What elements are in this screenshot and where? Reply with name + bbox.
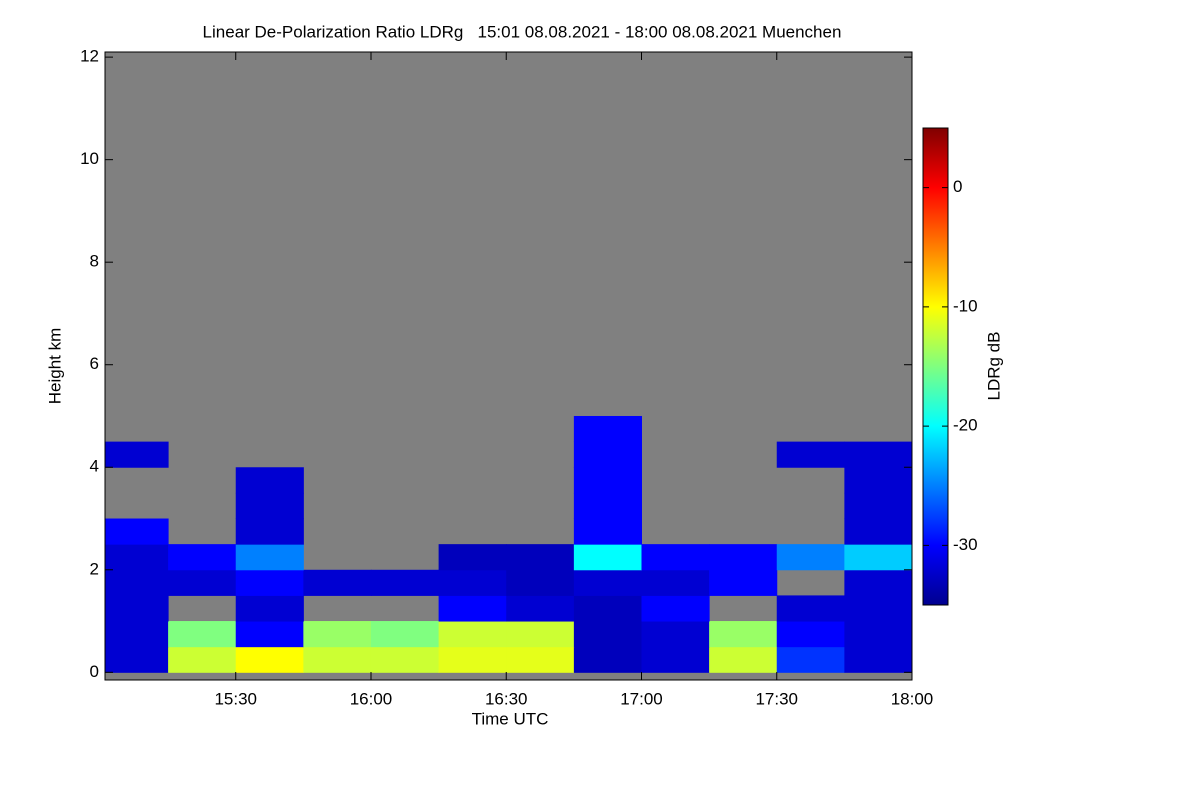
heatmap-cell: [303, 621, 372, 648]
heatmap-cell: [844, 518, 912, 545]
heatmap-cell: [776, 595, 845, 622]
heatmap-cell: [844, 544, 912, 571]
y-tick-label: 6: [90, 354, 99, 373]
heatmap-cell: [235, 646, 304, 673]
heatmap-cell: [573, 467, 642, 494]
heatmap-cell: [641, 646, 710, 673]
heatmap-cell: [573, 415, 642, 443]
chart-title: Linear De-Polarization Ratio LDRg 15:01 …: [203, 22, 842, 41]
heatmap-cell: [105, 595, 169, 622]
heatmap-cell: [844, 569, 912, 596]
heatmap-cell: [235, 492, 304, 520]
axes: 15:30 16:00 16:30 17:00 17:30 18:00 0 2 4 6 8 10 12 0…: [80, 47, 978, 709]
heatmap-cell: [168, 544, 237, 571]
heatmap-cell: [105, 518, 169, 545]
heatmap-cell: [709, 569, 778, 596]
heatmap-cell: [506, 569, 575, 596]
x-axis-label: Time UTC: [472, 709, 549, 728]
heatmap-cell: [506, 646, 575, 673]
heatmap-cell: [105, 441, 169, 468]
heatmap-cell: [573, 621, 642, 648]
heatmap-cell: [168, 621, 237, 648]
heatmap-cell: [776, 441, 845, 468]
heatmap-cell: [844, 441, 912, 468]
heatmap-cell: [844, 646, 912, 673]
heatmap-cell: [844, 492, 912, 520]
colorbar-tick-label: -20: [953, 416, 978, 435]
heatmap-cell: [641, 621, 710, 648]
heatmap-cell: [776, 544, 845, 571]
heatmap-cell: [844, 621, 912, 648]
heatmap-cell: [709, 544, 778, 571]
heatmap-cell: [641, 569, 710, 596]
heatmap-cell: [709, 646, 778, 673]
colorbar-tick-label: 0: [953, 177, 962, 196]
x-tick-label: 16:00: [350, 689, 393, 708]
heatmap-cell: [105, 646, 169, 673]
heatmap-cell: [844, 595, 912, 622]
heatmap-cell: [573, 441, 642, 468]
heatmap-cell: [438, 621, 507, 648]
heatmap-cell: [573, 646, 642, 673]
heatmap-cell: [438, 646, 507, 673]
heatmap-cell: [573, 595, 642, 622]
heatmap-cell: [370, 646, 440, 673]
heatmap-cell: [438, 569, 507, 596]
heatmap-cell: [506, 621, 575, 648]
heatmap-cell: [573, 492, 642, 520]
heatmap-cell: [641, 595, 710, 622]
plot-frame: [104, 51, 913, 681]
heatmap-cell: [105, 569, 169, 596]
heatmap-cell: [303, 646, 372, 673]
y-tick-label: 10: [80, 149, 99, 168]
y-tick-label: 2: [90, 559, 99, 578]
heatmap-cell: [776, 621, 845, 648]
heatmap-cell: [235, 621, 304, 648]
heatmap-cell: [370, 621, 440, 648]
heatmap-cell: [573, 544, 642, 571]
x-tick-label: 18:00: [891, 689, 934, 708]
x-tick-label: 15:30: [214, 689, 257, 708]
heatmap-cell: [235, 518, 304, 545]
heatmap-cell: [709, 621, 778, 648]
heatmap-cell: [235, 595, 304, 622]
y-tick-label: 0: [90, 662, 99, 681]
colorbar-tick-label: -30: [953, 535, 978, 554]
colorbar-label: LDRg dB: [984, 332, 1003, 401]
heatmap-cell: [776, 646, 845, 673]
heatmap-cell: [573, 569, 642, 596]
heatmap-cell: [235, 544, 304, 571]
y-axis-label: Height km: [45, 328, 64, 405]
heatmap-cell: [438, 595, 507, 622]
heatmap-cell: [235, 467, 304, 494]
heatmap-cell: [641, 544, 710, 571]
heatmap-cell: [506, 595, 575, 622]
heatmap-cell: [844, 467, 912, 494]
y-tick-label: 8: [90, 252, 99, 271]
x-tick-label: 17:00: [620, 689, 663, 708]
heatmap-cell: [438, 544, 507, 571]
y-tick-label: 12: [80, 47, 99, 66]
heatmap-cell: [235, 569, 304, 596]
heatmap-cell: [168, 569, 237, 596]
heatmap-cell: [573, 518, 642, 545]
y-tick-label: 4: [90, 457, 99, 476]
colorbar: [922, 127, 949, 606]
heatmap-cell: [303, 569, 372, 596]
x-tick-label: 17:30: [755, 689, 798, 708]
heatmap-cell: [105, 621, 169, 648]
heatmap-cell: [370, 569, 440, 596]
colorbar-tick-label: -10: [953, 296, 978, 315]
heatmap-cell: [168, 646, 237, 673]
x-tick-label: 16:30: [485, 689, 528, 708]
heatmap-cell: [506, 544, 575, 571]
plot-area: [105, 52, 912, 680]
heatmap-cell: [105, 544, 169, 571]
